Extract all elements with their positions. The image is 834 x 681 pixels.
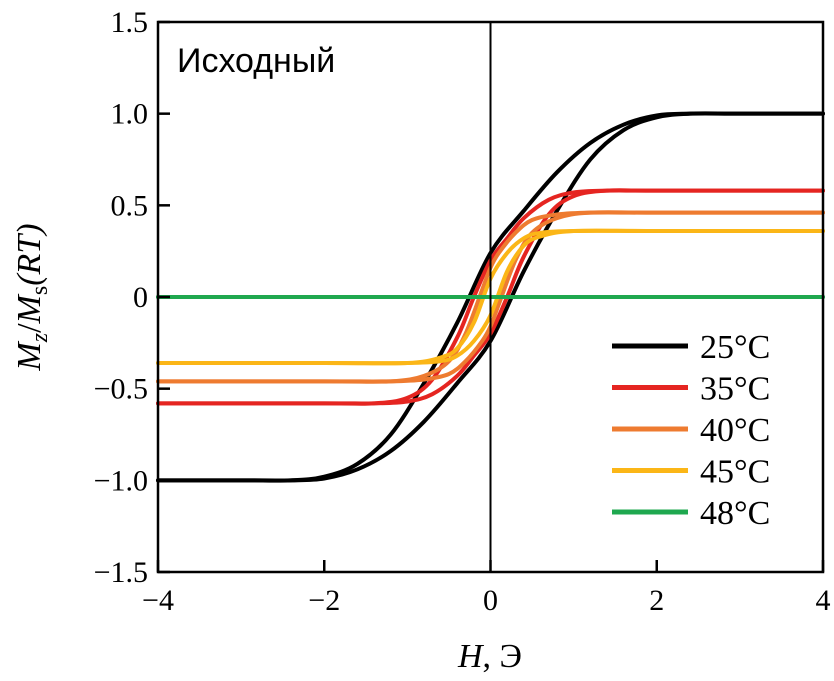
y-tick-label: 0 <box>133 281 148 314</box>
y-label-numerator: M <box>11 341 48 372</box>
x-tick-label: −2 <box>308 584 340 617</box>
axis-ticks: −4 −2 0 2 4 −1.5 −1.0 −0.5 0 0.5 1.0 1.5 <box>94 6 831 617</box>
legend-item: 25°C <box>612 329 770 366</box>
y-tick-label: 1.0 <box>111 98 149 131</box>
y-tick-label: −0.5 <box>94 373 148 406</box>
legend-item: 48°C <box>612 495 770 532</box>
y-label-argument: (RT) <box>11 223 48 285</box>
x-axis-label: H, Э <box>457 638 522 675</box>
x-tick-label: −4 <box>142 584 174 617</box>
y-label-denominator: M <box>11 293 48 324</box>
legend-label: 25°C <box>700 329 770 366</box>
y-tick-label: −1.0 <box>94 464 148 497</box>
legend-label: 45°C <box>700 454 770 491</box>
legend-label: 48°C <box>700 495 770 532</box>
y-label-slash: / <box>11 323 48 333</box>
x-axis-variable: H <box>457 638 485 675</box>
legend-item: 35°C <box>612 371 770 408</box>
legend: 25°C 35°C 40°C 45°C 48°C <box>612 329 770 532</box>
legend-label: 35°C <box>700 371 770 408</box>
chart-annotation: Исходный <box>177 42 335 80</box>
y-tick-label: −1.5 <box>94 556 148 589</box>
x-tick-label: 0 <box>483 584 498 617</box>
x-tick-label: 2 <box>649 584 664 617</box>
legend-item: 45°C <box>612 454 770 491</box>
y-tick-label: 0.5 <box>111 189 149 222</box>
x-axis-unit: , Э <box>483 638 522 675</box>
y-label-denominator-sub: s <box>27 286 53 295</box>
y-tick-label: 1.5 <box>111 6 149 39</box>
y-label-numerator-sub: z <box>27 332 53 343</box>
y-axis-label: Mz/Ms(RT) <box>11 223 53 371</box>
legend-label: 40°C <box>700 412 770 449</box>
legend-item: 40°C <box>612 412 770 449</box>
x-tick-label: 4 <box>816 584 831 617</box>
